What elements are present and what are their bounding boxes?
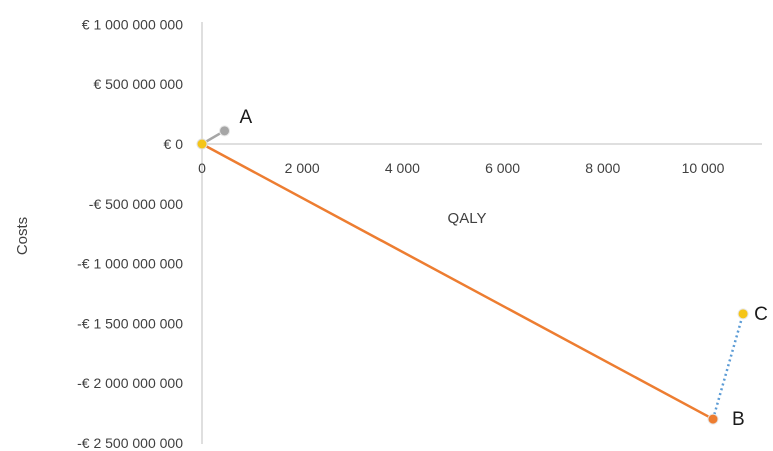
data-points — [196, 125, 749, 425]
x-tick-label: 0 — [198, 160, 206, 176]
x-axis-ticks: 0 2 000 4 000 6 000 8 000 10 000 — [198, 160, 725, 176]
point-label-a: A — [240, 107, 253, 128]
x-tick-label: 4 000 — [385, 160, 420, 176]
data-point-origin — [196, 138, 208, 150]
y-axis-ticks: € 1 000 000 000 € 500 000 000 € 0 -€ 500 00… — [77, 16, 183, 451]
data-point-c — [737, 308, 749, 320]
y-tick-label: -€ 1 000 000 000 — [77, 256, 183, 272]
y-tick-label: -€ 2 500 000 000 — [77, 435, 183, 451]
x-tick-label: 8 000 — [585, 160, 620, 176]
axes — [201, 22, 762, 444]
series-lines — [201, 129, 745, 421]
y-tick-label: -€ 1 500 000 000 — [77, 315, 183, 331]
segment-origin-b — [201, 142, 714, 421]
point-labels: A B C — [240, 107, 768, 430]
segment-b-c — [711, 313, 745, 420]
y-tick-label: -€ 500 000 000 — [89, 196, 183, 212]
y-tick-label: € 0 — [164, 136, 184, 152]
data-point-b — [707, 413, 719, 425]
x-axis-title: QALY — [448, 210, 487, 227]
x-tick-label: 6 000 — [485, 160, 520, 176]
y-axis-title: Costs — [14, 217, 31, 255]
y-tick-label: € 500 000 000 — [93, 76, 183, 92]
x-tick-label: 10 000 — [682, 160, 725, 176]
y-tick-label: € 1 000 000 000 — [82, 16, 183, 32]
y-tick-label: -€ 2 000 000 000 — [77, 375, 183, 391]
x-tick-label: 2 000 — [285, 160, 320, 176]
point-label-c: C — [754, 304, 768, 325]
point-label-b: B — [732, 409, 745, 430]
data-point-a — [219, 125, 231, 137]
